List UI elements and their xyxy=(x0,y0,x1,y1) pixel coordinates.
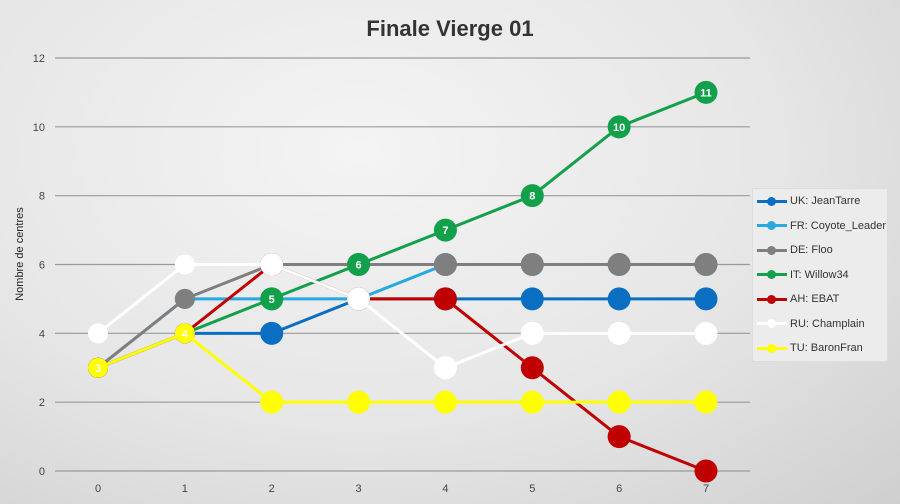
data-point xyxy=(607,253,631,276)
data-point xyxy=(520,287,544,311)
data-point xyxy=(520,253,544,276)
data-point xyxy=(694,390,718,414)
legend-item: TU: BaronFran xyxy=(753,336,887,361)
data-label: 6 xyxy=(356,260,362,272)
y-tick-label: 0 xyxy=(39,466,45,478)
legend-item: UK: JeanTarre xyxy=(753,189,887,214)
data-point xyxy=(347,390,371,414)
y-tick-label: 10 xyxy=(33,122,45,134)
data-point xyxy=(260,321,284,345)
x-tick-label: 6 xyxy=(616,483,622,495)
data-label: 3 xyxy=(95,363,101,375)
legend-label: AH: EBAT xyxy=(790,293,840,306)
series-line xyxy=(97,331,706,404)
y-tick-label: 4 xyxy=(39,328,45,340)
data-point xyxy=(433,356,457,380)
y-tick-label: 12 xyxy=(33,53,45,65)
legend-swatch xyxy=(757,294,787,304)
data-point xyxy=(694,321,718,345)
x-tick-label: 7 xyxy=(703,483,709,495)
data-point xyxy=(347,287,371,311)
data-point xyxy=(433,390,457,414)
legend-item: IT: Willow34 xyxy=(753,263,887,288)
chart-title: Finale Vierge 01 xyxy=(366,16,534,41)
legend-label: FR: Coyote_Leader xyxy=(790,219,886,232)
series-line xyxy=(97,262,707,473)
y-tick-label: 8 xyxy=(39,191,45,203)
legend-item: FR: Coyote_Leader xyxy=(753,214,887,239)
data-label: 4 xyxy=(182,328,189,340)
data-point xyxy=(520,184,544,208)
legend-swatch xyxy=(757,343,787,353)
x-tick-label: 4 xyxy=(442,483,448,495)
data-point xyxy=(260,287,284,311)
data-point xyxy=(607,321,631,345)
data-label: 8 xyxy=(529,191,535,203)
y-tick-label: 2 xyxy=(39,397,45,409)
series-line xyxy=(97,263,706,370)
data-point xyxy=(607,287,631,311)
x-tick-label: 1 xyxy=(182,483,188,495)
data-point xyxy=(520,390,544,414)
legend-swatch xyxy=(757,221,787,231)
legend-label: TU: BaronFran xyxy=(790,342,863,355)
x-tick-label: 0 xyxy=(95,483,101,495)
legend-item: AH: EBAT xyxy=(753,287,887,312)
legend-item: RU: Champlain xyxy=(753,312,887,337)
series-line xyxy=(97,91,707,370)
data-point xyxy=(694,253,718,276)
data-point xyxy=(174,254,195,275)
data-point xyxy=(433,287,457,311)
legend-label: UK: JeanTarre xyxy=(790,195,861,208)
data-point xyxy=(694,80,718,104)
data-point xyxy=(694,459,718,483)
series-line xyxy=(97,263,706,369)
x-tick-label: 2 xyxy=(269,483,275,495)
legend-swatch xyxy=(757,245,787,255)
data-point xyxy=(607,425,631,449)
legend-swatch xyxy=(757,196,787,206)
data-label: 11 xyxy=(700,87,712,99)
data-point xyxy=(520,356,544,380)
data-point xyxy=(433,218,457,242)
data-point xyxy=(607,115,631,139)
data-point xyxy=(260,390,284,414)
legend-label: DE: Floo xyxy=(790,244,833,257)
legend-swatch xyxy=(757,270,787,280)
data-point xyxy=(520,321,544,345)
series-line xyxy=(97,263,706,369)
x-tick-label: 5 xyxy=(529,483,535,495)
data-point xyxy=(88,323,108,344)
data-label: 10 xyxy=(613,122,625,134)
legend-swatch xyxy=(757,319,787,329)
data-point xyxy=(347,253,371,276)
data-point xyxy=(260,253,284,276)
data-point xyxy=(174,323,195,344)
legend-label: RU: Champlain xyxy=(790,317,865,330)
data-point xyxy=(88,357,108,378)
legend-item: DE: Floo xyxy=(753,238,887,263)
data-label: 7 xyxy=(442,225,448,237)
data-point xyxy=(607,390,631,414)
legend: UK: JeanTarre FR: Coyote_Leader DE: Floo IT… xyxy=(752,188,888,362)
data-point xyxy=(174,288,195,309)
legend-label: IT: Willow34 xyxy=(790,268,849,281)
data-point xyxy=(694,287,718,311)
data-point xyxy=(433,253,457,276)
data-label: 5 xyxy=(269,294,275,306)
x-tick-label: 3 xyxy=(356,483,362,495)
y-tick-label: 6 xyxy=(39,260,45,272)
